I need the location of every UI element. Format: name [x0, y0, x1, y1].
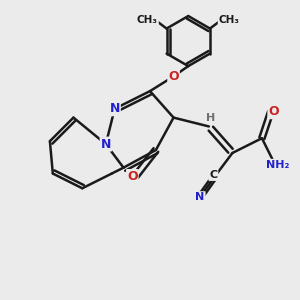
Text: H: H: [206, 112, 215, 123]
Text: CH₃: CH₃: [219, 15, 240, 25]
Text: N: N: [100, 138, 111, 151]
Text: CH₃: CH₃: [137, 15, 158, 25]
Text: N: N: [110, 102, 120, 115]
Text: O: O: [168, 70, 179, 83]
Text: O: O: [127, 170, 138, 183]
Text: NH₂: NH₂: [266, 160, 290, 170]
Text: O: O: [268, 105, 279, 118]
Text: C: C: [209, 170, 218, 180]
Text: N: N: [195, 192, 205, 202]
